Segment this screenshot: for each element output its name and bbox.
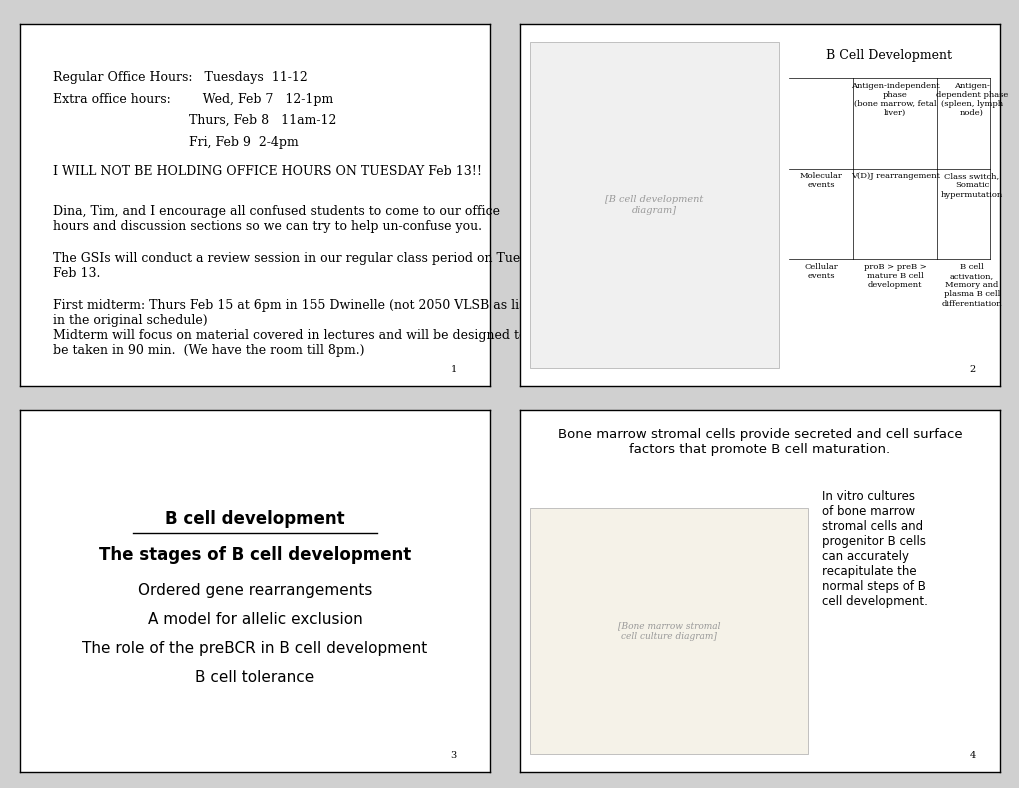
Text: Regular Office Hours:   Tuesdays  11-12: Regular Office Hours: Tuesdays 11-12 [53,71,308,84]
Text: In vitro cultures
of bone marrow
stromal cells and
progenitor B cells
can accura: In vitro cultures of bone marrow stromal… [821,489,927,608]
Text: Dina, Tim, and I encourage all confused students to come to our office
hours and: Dina, Tim, and I encourage all confused … [53,205,499,233]
Text: B Cell Development: B Cell Development [825,49,952,62]
Text: Fri, Feb 9  2-4pm: Fri, Feb 9 2-4pm [53,136,299,149]
Text: [Bone marrow stromal
cell culture diagram]: [Bone marrow stromal cell culture diagra… [616,621,719,641]
Text: Molecular
events: Molecular events [799,173,842,189]
Text: I WILL NOT BE HOLDING OFFICE HOURS ON TUESDAY Feb 13!!: I WILL NOT BE HOLDING OFFICE HOURS ON TU… [53,165,482,178]
Text: 1: 1 [450,365,457,374]
Text: The role of the preBCR in B cell development: The role of the preBCR in B cell develop… [83,641,427,656]
Text: B cell
activation,
Memory and
plasma B cell
differentiation: B cell activation, Memory and plasma B c… [941,263,1002,307]
Text: V(D)J rearrangement: V(D)J rearrangement [850,173,938,180]
Text: A model for allelic exclusion: A model for allelic exclusion [148,612,362,627]
Text: B cell tolerance: B cell tolerance [196,671,314,686]
Text: 4: 4 [968,751,975,760]
Text: [B cell development
diagram]: [B cell development diagram] [604,195,703,214]
Text: First midterm: Thurs Feb 15 at 6pm in 155 Dwinelle (not 2050 VLSB as listed
in t: First midterm: Thurs Feb 15 at 6pm in 15… [53,299,546,357]
Bar [529,507,807,754]
Text: B cell development: B cell development [165,510,344,527]
Text: Antigen-
dependent phase
(spleen, lymph
node): Antigen- dependent phase (spleen, lymph … [935,82,1007,117]
Text: Bone marrow stromal cells provide secreted and cell surface
factors that promote: Bone marrow stromal cells provide secret… [557,428,961,456]
Text: The stages of B cell development: The stages of B cell development [99,546,411,563]
Text: proB > preB >
mature B cell
development: proB > preB > mature B cell development [863,263,926,289]
Text: 2: 2 [968,365,975,374]
Text: Thurs, Feb 8   11am-12: Thurs, Feb 8 11am-12 [53,114,336,127]
Text: 3: 3 [450,751,457,760]
Text: The GSIs will conduct a review session in our regular class period on Tues
Feb 1: The GSIs will conduct a review session i… [53,252,527,280]
Text: Ordered gene rearrangements: Ordered gene rearrangements [138,583,372,599]
Text: Antigen-independent
phase
(bone marrow, fetal
liver): Antigen-independent phase (bone marrow, … [850,82,938,117]
Text: Extra office hours:        Wed, Feb 7   12-1pm: Extra office hours: Wed, Feb 7 12-1pm [53,92,333,106]
Text: Cellular
events: Cellular events [803,263,837,280]
Bar [529,42,779,368]
Text: Class switch,
Somatic
hypermutation: Class switch, Somatic hypermutation [940,173,1002,199]
